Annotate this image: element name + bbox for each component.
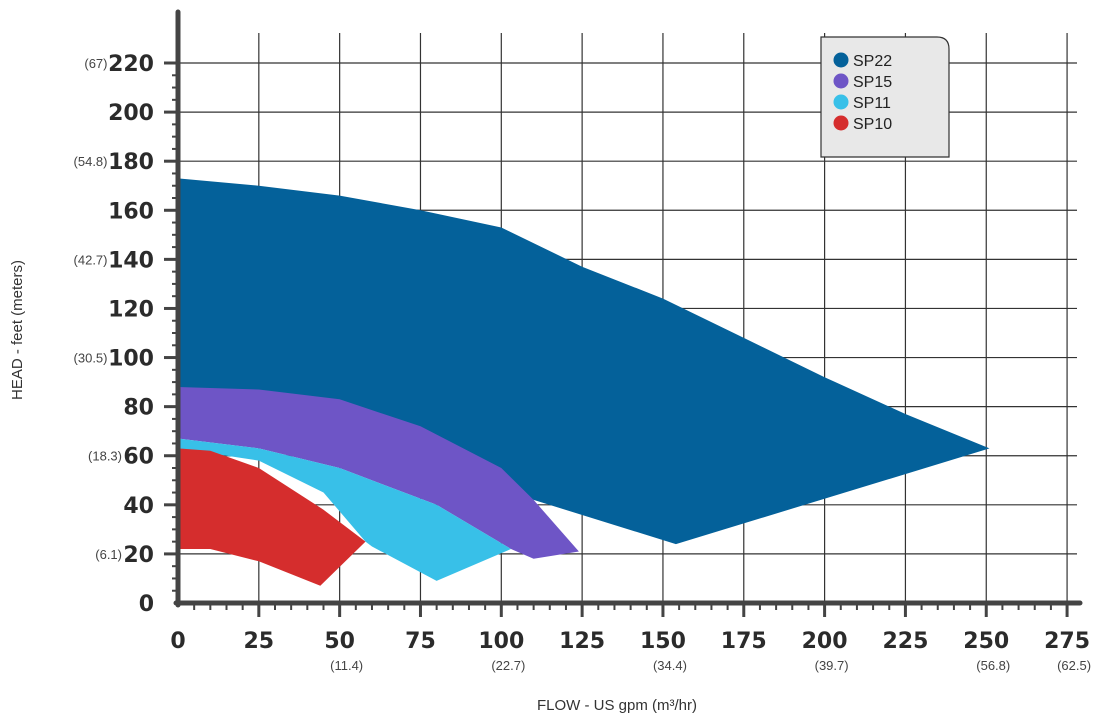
legend-marker-sp11 [833,94,849,110]
y-tick-label: 40 [123,494,154,519]
x-tick-label: 0 [170,629,185,654]
legend-label-sp10: SP10 [853,116,892,133]
y-tick-sublabel: (54.8) [74,154,108,169]
y-tick-sublabel: (18.3) [88,449,122,464]
legend-marker-sp22 [833,52,849,68]
x-tick-label: 25 [244,629,275,654]
y-tick-label: 20 [123,543,154,568]
x-tick-sublabel: (62.5) [1057,658,1091,673]
legend-marker-sp15 [833,73,849,89]
y-tick-sublabel: (30.5) [74,351,108,366]
x-tick-sublabel: (56.8) [976,658,1010,673]
x-tick-label: 100 [478,629,524,654]
y-tick-label: 160 [108,199,154,224]
x-tick-sublabel: (11.4) [330,658,363,673]
x-tick-label: 175 [721,629,767,654]
series-area-sp22 [178,178,990,545]
x-tick-label: 75 [405,629,436,654]
y-tick-label: 80 [123,396,154,421]
x-tick-label: 50 [324,629,355,654]
y-tick-label: 60 [123,445,154,470]
y-tick-label: 200 [108,101,154,126]
series-area-sp11 [178,438,511,581]
series-area-sp15 [178,387,579,559]
series-area-sp10 [178,448,366,586]
x-tick-sublabel: (22.7) [491,658,525,673]
legend-label-sp11: SP11 [853,95,891,112]
x-tick-label: 250 [963,629,1009,654]
legend-label-sp15: SP15 [853,74,892,91]
legend-label-sp22: SP22 [853,53,892,70]
legend-box [820,36,950,158]
y-tick-label: 180 [108,150,154,175]
legend-marker-sp10 [833,115,849,131]
y-tick-sublabel: (42.7) [74,252,108,267]
x-tick-label: 225 [882,629,928,654]
y-tick-label: 140 [108,248,154,273]
y-tick-sublabel: (67) [84,56,107,71]
y-tick-sublabel: (6.1) [95,547,122,562]
y-axis-title: HEAD - feet (meters) [9,260,26,400]
x-tick-label: 150 [640,629,686,654]
x-tick-sublabel: (39.7) [815,658,849,673]
y-tick-label: 0 [139,592,154,617]
x-tick-label: 275 [1044,629,1090,654]
y-tick-label: 120 [108,297,154,322]
y-tick-label: 100 [108,347,154,372]
x-tick-sublabel: (34.4) [653,658,687,673]
y-tick-label: 220 [108,52,154,77]
axes [164,9,1083,617]
x-axis-title: FLOW - US gpm (m³/hr) [537,697,697,714]
legend: SP22 SP15 SP11 SP10 [820,36,950,158]
x-tick-label: 125 [559,629,605,654]
x-tick-label: 200 [802,629,848,654]
